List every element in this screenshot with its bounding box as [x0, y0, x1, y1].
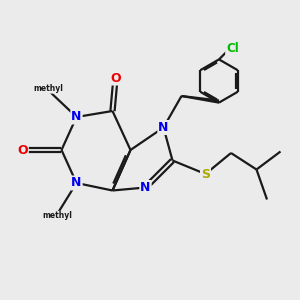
- Text: S: S: [201, 167, 210, 181]
- Text: N: N: [140, 181, 151, 194]
- Text: N: N: [71, 176, 82, 190]
- Text: methyl: methyl: [42, 212, 72, 220]
- Text: O: O: [110, 71, 121, 85]
- Text: N: N: [71, 110, 82, 124]
- Text: N: N: [158, 121, 169, 134]
- Text: methyl: methyl: [33, 84, 63, 93]
- Text: Cl: Cl: [226, 42, 239, 56]
- Text: O: O: [17, 143, 28, 157]
